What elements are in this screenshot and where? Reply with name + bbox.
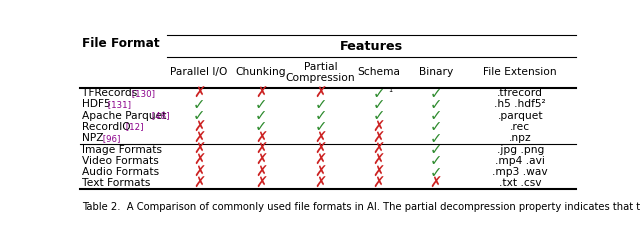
Text: ✗: ✗ bbox=[193, 86, 205, 101]
Text: .jpg .png: .jpg .png bbox=[497, 144, 544, 154]
Text: TFRecords: TFRecords bbox=[83, 88, 138, 98]
Text: ✗: ✗ bbox=[314, 153, 327, 168]
Text: ✓: ✓ bbox=[429, 164, 442, 180]
Text: Apache Parquet: Apache Parquet bbox=[83, 111, 167, 121]
Text: File Extension: File Extension bbox=[483, 68, 557, 78]
Text: ✗: ✗ bbox=[314, 86, 327, 101]
Text: ✗: ✗ bbox=[255, 86, 268, 101]
Text: Binary: Binary bbox=[419, 68, 453, 78]
Text: [130]: [130] bbox=[129, 89, 155, 98]
Text: .h5 .hdf5²: .h5 .hdf5² bbox=[494, 100, 546, 109]
Text: 1: 1 bbox=[388, 87, 392, 93]
Text: ✗: ✗ bbox=[193, 153, 205, 168]
Text: ✗: ✗ bbox=[314, 164, 327, 180]
Text: ✓: ✓ bbox=[255, 97, 268, 112]
Text: .parquet: .parquet bbox=[497, 111, 543, 121]
Text: ✓: ✓ bbox=[429, 120, 442, 134]
Text: Video Formats: Video Formats bbox=[83, 156, 159, 166]
Text: ✓: ✓ bbox=[314, 120, 327, 134]
Text: [96]: [96] bbox=[100, 134, 120, 143]
Text: ✓: ✓ bbox=[372, 86, 385, 101]
Text: ✗: ✗ bbox=[314, 131, 327, 146]
Text: ✗: ✗ bbox=[193, 176, 205, 191]
Text: ✗: ✗ bbox=[193, 164, 205, 180]
Text: ✓: ✓ bbox=[314, 108, 327, 123]
Text: Audio Formats: Audio Formats bbox=[83, 167, 159, 177]
Text: Schema: Schema bbox=[357, 68, 401, 78]
Text: ✓: ✓ bbox=[193, 108, 205, 123]
Text: ✗: ✗ bbox=[372, 142, 385, 157]
Text: .txt .csv: .txt .csv bbox=[499, 178, 541, 188]
Text: ✗: ✗ bbox=[255, 176, 268, 191]
Text: ✗: ✗ bbox=[255, 142, 268, 157]
Text: Chunking: Chunking bbox=[236, 68, 286, 78]
Text: ✓: ✓ bbox=[429, 97, 442, 112]
Text: ✓: ✓ bbox=[429, 86, 442, 101]
Text: [48]: [48] bbox=[150, 111, 170, 120]
Text: HDF5: HDF5 bbox=[83, 100, 111, 109]
Text: NPZ: NPZ bbox=[83, 133, 104, 143]
Text: Text Formats: Text Formats bbox=[83, 178, 151, 188]
Text: ✓: ✓ bbox=[255, 108, 268, 123]
Text: ✓: ✓ bbox=[255, 120, 268, 134]
Text: .rec: .rec bbox=[510, 122, 531, 132]
Text: ✗: ✗ bbox=[255, 131, 268, 146]
Text: .npz: .npz bbox=[509, 133, 531, 143]
Text: .mp3 .wav: .mp3 .wav bbox=[492, 167, 548, 177]
Text: ✗: ✗ bbox=[372, 153, 385, 168]
Text: [12]: [12] bbox=[123, 122, 143, 132]
Text: ✗: ✗ bbox=[314, 176, 327, 191]
Text: Parallel I/O: Parallel I/O bbox=[170, 68, 228, 78]
Text: .tfrecord: .tfrecord bbox=[497, 88, 543, 98]
Text: Image Formats: Image Formats bbox=[83, 144, 163, 154]
Text: Partial
Compression: Partial Compression bbox=[285, 62, 355, 83]
Text: ✗: ✗ bbox=[255, 153, 268, 168]
Text: ✓: ✓ bbox=[372, 97, 385, 112]
Text: Table 2.  A Comparison of commonly used file formats in AI. The partial decompre: Table 2. A Comparison of commonly used f… bbox=[83, 202, 640, 212]
Text: ✗: ✗ bbox=[193, 120, 205, 134]
Text: ✓: ✓ bbox=[193, 97, 205, 112]
Text: ✓: ✓ bbox=[429, 142, 442, 157]
Text: ✗: ✗ bbox=[314, 142, 327, 157]
Text: ✗: ✗ bbox=[372, 131, 385, 146]
Text: .mp4 .avi: .mp4 .avi bbox=[495, 156, 545, 166]
Text: File Format: File Format bbox=[83, 37, 160, 50]
Text: ✓: ✓ bbox=[429, 108, 442, 123]
Text: RecordIO: RecordIO bbox=[83, 122, 131, 132]
Text: ✓: ✓ bbox=[429, 153, 442, 168]
Text: [131]: [131] bbox=[106, 100, 131, 109]
Text: ✗: ✗ bbox=[255, 164, 268, 180]
Text: ✗: ✗ bbox=[372, 176, 385, 191]
Text: ✗: ✗ bbox=[372, 164, 385, 180]
Text: ✗: ✗ bbox=[372, 120, 385, 134]
Text: ✗: ✗ bbox=[193, 131, 205, 146]
Text: ✓: ✓ bbox=[372, 108, 385, 123]
Text: Features: Features bbox=[340, 40, 403, 53]
Text: ✗: ✗ bbox=[193, 142, 205, 157]
Text: ✓: ✓ bbox=[314, 97, 327, 112]
Text: ✓: ✓ bbox=[429, 131, 442, 146]
Text: ✗: ✗ bbox=[429, 176, 442, 191]
